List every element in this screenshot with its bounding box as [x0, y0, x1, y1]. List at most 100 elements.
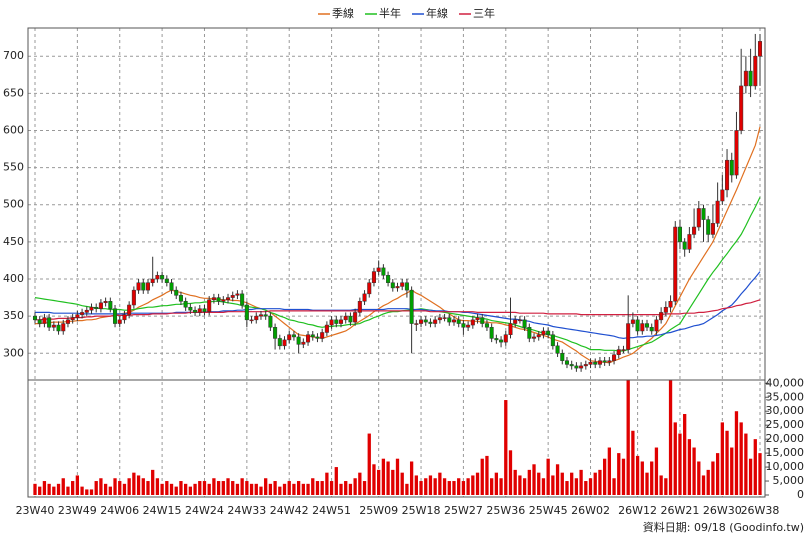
- volume-bar: [678, 433, 682, 495]
- volume-bar: [522, 478, 527, 495]
- volume-bar: [748, 458, 753, 495]
- candle-body: [720, 189, 725, 202]
- candle-body: [65, 319, 70, 324]
- volume-bar: [650, 461, 654, 495]
- x-tick-label: 26W38: [741, 504, 780, 517]
- x-tick-label: 23W40: [16, 504, 55, 517]
- candle-body: [461, 323, 466, 328]
- candle-body: [687, 234, 692, 250]
- candle-body: [517, 319, 522, 322]
- volume-bar: [546, 458, 550, 495]
- legend-label: 半年: [379, 6, 401, 20]
- volume-bar: [334, 467, 338, 495]
- volume-bar: [89, 489, 94, 495]
- candle-body: [202, 308, 207, 312]
- candle-body: [103, 301, 108, 304]
- volume-bar: [377, 469, 381, 495]
- candle-body: [183, 301, 188, 308]
- candle-body: [503, 334, 508, 343]
- y2-tick-label: 40,000: [766, 376, 805, 389]
- volume-bar: [52, 486, 56, 495]
- x-tick-label: 26W12: [618, 504, 657, 517]
- volume-bar: [471, 475, 475, 495]
- volume-bar: [541, 478, 546, 495]
- candle-body: [621, 349, 626, 351]
- volume-bar: [296, 481, 301, 495]
- volume-bar: [358, 472, 362, 495]
- volume-bar: [42, 481, 47, 495]
- volume-bar: [226, 478, 230, 495]
- candle-body: [668, 301, 673, 308]
- candle-body: [757, 41, 763, 57]
- candle-body: [499, 339, 504, 343]
- ma-line: [34, 197, 761, 352]
- candle-body: [701, 208, 706, 220]
- x-tick-label: 24W24: [185, 504, 224, 517]
- volume-bar: [75, 475, 80, 495]
- candle-body: [484, 323, 489, 328]
- volume-bar: [555, 464, 560, 495]
- candle-body: [334, 319, 339, 324]
- volume-bar: [687, 439, 692, 495]
- x-tick-label: 25W45: [529, 504, 568, 517]
- y2-tick-label: 20,000: [766, 432, 805, 445]
- volume-bar: [560, 472, 564, 495]
- ma-line: [35, 271, 761, 340]
- candle-body: [734, 130, 739, 176]
- volume-bar: [47, 483, 51, 495]
- candle-body: [715, 200, 720, 224]
- candle-body: [89, 306, 94, 311]
- y-tick-label: 300: [3, 346, 24, 359]
- candle-body: [244, 304, 249, 321]
- candle-body: [673, 226, 678, 302]
- volume-bar: [202, 481, 207, 495]
- volume-bar: [617, 453, 621, 495]
- volume-bar: [71, 481, 75, 495]
- x-tick-label: 26W02: [571, 504, 610, 517]
- candle-body: [291, 334, 296, 338]
- candle-body: [37, 319, 42, 324]
- candle-body: [550, 334, 555, 347]
- candle-body: [211, 297, 216, 301]
- volume-bar: [249, 483, 254, 495]
- candle-body: [475, 317, 480, 321]
- y-tick-label: 500: [3, 198, 24, 211]
- candle-body: [560, 353, 565, 361]
- y2-tick-label: 0: [797, 488, 804, 501]
- y2-tick-label: 5,000: [773, 474, 805, 487]
- candle-body: [263, 314, 268, 317]
- candle-body: [315, 336, 320, 339]
- volume-frame: [27, 379, 766, 498]
- candle-body: [32, 315, 38, 321]
- volume-bar: [753, 439, 757, 495]
- volume-bar: [108, 486, 112, 495]
- candle-body: [362, 293, 367, 302]
- x-tick-label: 26W30: [703, 504, 742, 517]
- candle-body: [188, 306, 193, 311]
- volume-bar: [701, 475, 706, 495]
- volume-bar: [734, 411, 739, 495]
- volume-bar: [442, 478, 447, 495]
- candle-body: [320, 332, 325, 339]
- candle-body: [456, 319, 461, 324]
- y-tick-label: 700: [3, 49, 24, 62]
- candle-body: [437, 317, 442, 321]
- candle-body: [145, 282, 151, 291]
- candle-body: [626, 323, 631, 350]
- candle-body: [739, 85, 744, 131]
- candle-body: [428, 321, 433, 324]
- candle-body: [743, 70, 748, 87]
- candle-body: [395, 286, 400, 289]
- candle-body: [61, 323, 66, 332]
- volume-bar: [711, 461, 715, 495]
- candle-body: [221, 299, 226, 302]
- volume-bar: [99, 478, 103, 495]
- y2-tick-label: 10,000: [766, 460, 805, 473]
- candle-body: [277, 338, 282, 347]
- volume-bar: [235, 483, 240, 495]
- volume-bar: [122, 483, 127, 495]
- volume-bar: [287, 481, 291, 495]
- volume-bar: [198, 481, 202, 495]
- x-tick-label: 24W51: [312, 504, 351, 517]
- candle-body: [155, 275, 160, 280]
